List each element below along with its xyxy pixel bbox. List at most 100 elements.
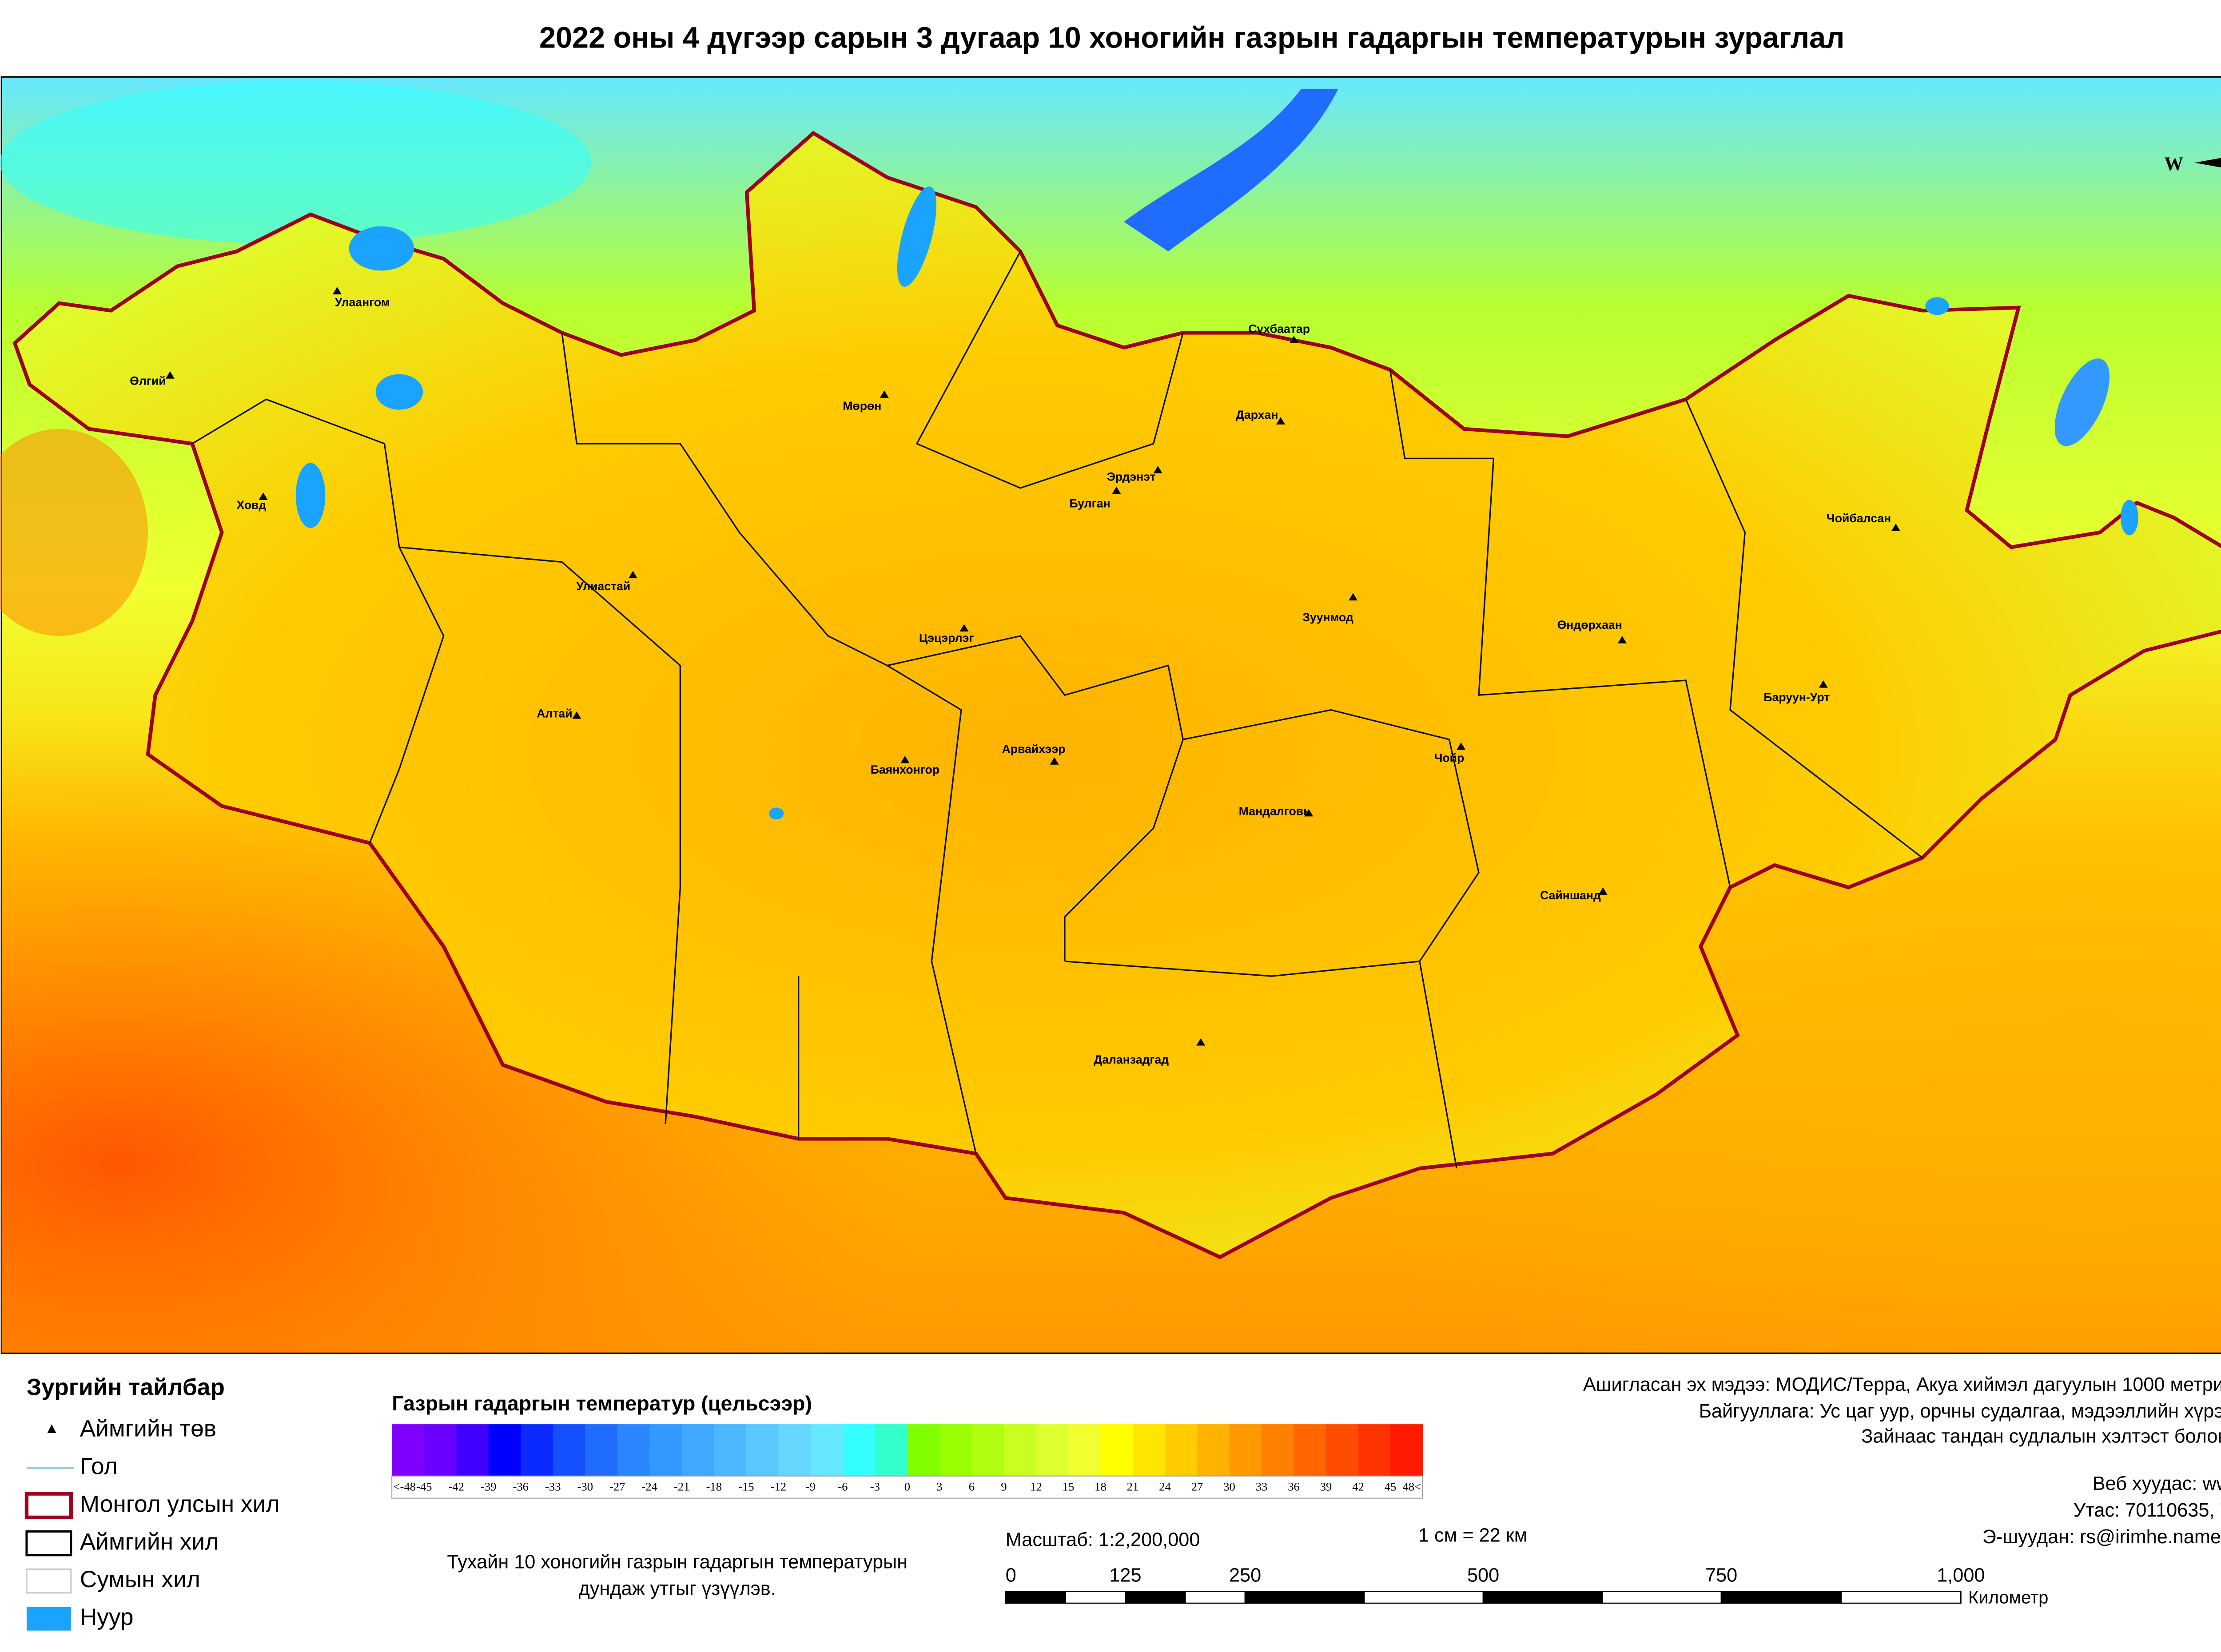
credit-line: Э-шуудан: rs@irimhe.namem.gov.mn — [1982, 1526, 2221, 1548]
province-border — [915, 251, 1184, 489]
city-label: Өлгий — [130, 374, 166, 387]
lake-baikal — [1124, 88, 1338, 252]
colorbar-cell — [488, 1424, 521, 1476]
scale-segment — [1601, 1591, 1722, 1604]
province-border — [1064, 961, 1420, 977]
colorbar-cell — [1390, 1424, 1423, 1476]
colorbar-cell — [875, 1424, 908, 1476]
colorbar-cell — [810, 1424, 844, 1476]
city-label: Баянхонгор — [871, 763, 939, 776]
colorbar-cell — [553, 1424, 586, 1476]
city-label: Даланзадгад — [1094, 1053, 1169, 1066]
city-label: Ховд — [236, 498, 266, 512]
colorbar-label: -33 — [545, 1480, 561, 1493]
city-marker — [1598, 887, 1608, 895]
colorbar-label: 21 — [1127, 1480, 1139, 1493]
city-label: Зуунмод — [1302, 611, 1353, 624]
city-label: Мөрөн — [843, 399, 881, 413]
city-label: Баруун-Урт — [1763, 691, 1830, 704]
city-marker — [333, 287, 342, 294]
city-marker — [1050, 757, 1059, 765]
city-marker — [259, 492, 268, 500]
colorbar-label: -6 — [838, 1480, 848, 1493]
lake — [349, 226, 414, 271]
scale-segment — [1125, 1591, 1186, 1604]
credit-line: Зайнаас тандан судлалын хэлтэст боловсру… — [1861, 1426, 2221, 1447]
colorbar-cell — [1003, 1424, 1037, 1476]
colorbar-label: 33 — [1256, 1480, 1268, 1493]
city-marker — [1304, 809, 1313, 817]
colorbar-cell — [1326, 1424, 1359, 1476]
colorbar-cell — [424, 1424, 457, 1476]
colorbar: <-48 -45 -42 -39 -36 -33 -30 -27 -24 -21 -18 -15 -12… — [391, 1424, 1423, 1499]
province-border — [887, 635, 1184, 961]
colorbar-label: -24 — [642, 1480, 657, 1493]
colorbar-label: 9 — [1001, 1480, 1007, 1493]
colorbar-cell — [456, 1424, 489, 1476]
colorbar-label: 48< — [1403, 1480, 1421, 1493]
colorbar-cell — [843, 1424, 876, 1476]
city-label: Булган — [1069, 497, 1110, 510]
mongolia-border — [12, 131, 2221, 1259]
city-label: Арвайхээр — [1002, 743, 1066, 756]
colorbar-cell — [746, 1424, 779, 1476]
province-border — [399, 546, 681, 1124]
legend-label: Монгол улсын хил — [80, 1491, 280, 1517]
city-marker — [1819, 680, 1828, 688]
credits: Ашигласан эх мэдээ: МОДИС/Терра, Акуа хи… — [1583, 1374, 2221, 1548]
province-borders — [191, 251, 1923, 1169]
scale-segment — [1184, 1591, 1246, 1604]
colorbar-label: 6 — [969, 1480, 975, 1493]
legend-label: Гол — [80, 1453, 118, 1479]
colorbar-label: -30 — [577, 1480, 593, 1493]
legend-label: Сумын хил — [80, 1566, 200, 1592]
colorbar-cell — [1036, 1424, 1069, 1476]
city-label: Улаангом — [335, 296, 390, 309]
colorbar-label: -42 — [448, 1480, 464, 1493]
colorbar-label: -12 — [771, 1480, 786, 1493]
province-border — [1685, 399, 1923, 858]
city-marker — [572, 711, 581, 719]
scale-label: 500 — [1467, 1565, 1499, 1586]
scale-segment — [1065, 1591, 1126, 1604]
city-marker — [959, 624, 969, 632]
lake — [897, 186, 937, 287]
legend-label: Аймгийн хил — [80, 1529, 219, 1555]
legend-title: Зургийн тайлбар — [27, 1374, 225, 1400]
lake — [375, 374, 423, 410]
lake — [2120, 500, 2138, 536]
scale-segment — [1840, 1591, 1962, 1604]
legend-symbol — [24, 1492, 73, 1520]
cold-northwest — [0, 81, 592, 244]
colorbar-labels-box — [391, 1475, 1423, 1499]
compass-w: W — [2164, 153, 2183, 175]
scale-label: 250 — [1229, 1565, 1261, 1586]
colorbar-cell — [1197, 1424, 1230, 1476]
credit-line: Ашигласан эх мэдээ: МОДИС/Терра, Акуа хи… — [1583, 1374, 2221, 1395]
colorbar-label: 15 — [1063, 1480, 1075, 1493]
colorbar-cell — [1132, 1424, 1166, 1476]
lake — [295, 463, 326, 528]
city-marker — [1891, 523, 1900, 531]
credit-line: Веб хуудас: www.icc.mn — [2093, 1473, 2221, 1494]
city-marker — [1618, 636, 1627, 643]
city-marker — [1276, 417, 1285, 425]
city-label: Цэцэрлэг — [919, 631, 974, 645]
city-label: Алтай — [537, 707, 572, 720]
colorbar-label: -39 — [481, 1480, 496, 1493]
colorbar-cell — [1358, 1424, 1391, 1476]
scale-equivalence: 1 см = 22 км — [1418, 1525, 1528, 1546]
city-marker — [1153, 466, 1162, 473]
colorbar-cell — [649, 1424, 682, 1476]
colorbar-label: -36 — [513, 1480, 529, 1493]
lake — [769, 807, 784, 820]
colorbar-cell — [907, 1424, 940, 1476]
colorbar-cell — [1100, 1424, 1133, 1476]
city-label: Дархан — [1236, 408, 1278, 421]
colorbar-cell — [585, 1424, 618, 1476]
credit-line: Байгууллага: Ус цаг уур, орчны судалгаа,… — [1699, 1401, 2221, 1422]
legend-symbol — [25, 1530, 72, 1557]
